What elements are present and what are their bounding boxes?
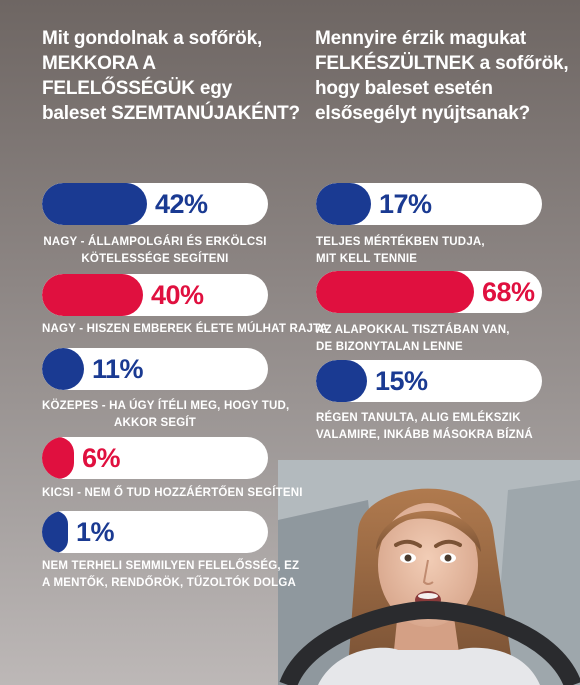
left-bar-fill (42, 511, 68, 553)
left-value-label: 42% (155, 189, 208, 219)
right-title-line: FELKÉSZÜLTNEK a sofőrök, (315, 53, 569, 74)
right-value-label: 17% (379, 189, 432, 219)
left-category-line: NEM TERHELI SEMMILYEN FELELŐSSÉG, EZ (42, 560, 300, 572)
right-title-line: Mennyire érzik magukat (315, 28, 527, 49)
right-category-line: RÉGEN TANULTA, ALIG EMLÉKSZIK (316, 412, 521, 424)
left-category-label: NAGY - HISZEN EMBEREK ÉLETE MÚLHAT RAJTA (42, 321, 328, 338)
left-category-line: KÖZEPES - HA ÚGY ÍTÉLI MEG, HOGY TUD, (42, 400, 290, 412)
right-bar-track: 17% (316, 183, 542, 225)
right-bar-track: 15% (316, 360, 542, 402)
left-title-line: Mit gondolnak a sofőrök, (42, 28, 263, 49)
right-category-line: DE BIZONYTALAN LENNE (316, 341, 463, 353)
left-chart-title: Mit gondolnak a sofőrök, MEKKORA A FELEL… (42, 26, 300, 126)
right-category-label: AZ ALAPOKKAL TISZTÁBAN VAN, DE BIZONYTAL… (316, 322, 510, 356)
left-value-label: 40% (151, 280, 204, 310)
left-category-line: NAGY - HISZEN EMBEREK ÉLETE MÚLHAT RAJTA (42, 323, 328, 335)
right-title-line: elsősegélyt nyújtsanak? (315, 103, 531, 124)
right-value-label: 68% (482, 277, 535, 307)
right-category-label: TELJES MÉRTÉKBEN TUDJA, MIT KELL TENNIE (316, 234, 485, 268)
right-bar-fill (316, 360, 367, 402)
right-category-line: MIT KELL TENNIE (316, 253, 418, 265)
left-value-label: 1% (76, 517, 115, 547)
left-bar-fill (42, 348, 84, 390)
right-category-line: AZ ALAPOKKAL TISZTÁBAN VAN, (316, 324, 510, 336)
right-title-line: hogy baleset esetén (315, 78, 493, 99)
left-value-label: 11% (92, 354, 144, 384)
worried-driver-photo (278, 460, 580, 685)
right-bar-track: 68% (316, 271, 542, 313)
left-bar-fill (42, 183, 147, 225)
left-title-line: MEKKORA A (42, 53, 156, 74)
left-title-line: baleset SZEMTANÚJAKÉNT? (42, 103, 300, 124)
left-category-label: NEM TERHELI SEMMILYEN FELELŐSSÉG, EZ A M… (42, 558, 299, 592)
left-category-line: KÖTELESSÉGE SEGÍTENI (81, 253, 229, 265)
right-value-label: 15% (375, 366, 428, 396)
left-bar-track: 42% (42, 183, 268, 225)
left-bar-fill (42, 274, 143, 316)
left-category-label: KÖZEPES - HA ÚGY ÍTÉLI MEG, HOGY TUD, AK… (42, 398, 290, 432)
right-chart-title: Mennyire érzik magukat FELKÉSZÜLTNEK a s… (315, 26, 569, 126)
left-category-line: A MENTŐK, RENDŐRÖK, TŰZOLTÓK DOLGA (42, 577, 297, 589)
left-category-label: NAGY - ÁLLAMPOLGÁRI ÉS ERKÖLCSI KÖTELESS… (42, 234, 268, 268)
left-bar-track: 40% (42, 274, 268, 316)
left-category-label: KICSI - NEM Ő TUD HOZZÁÉRTŐEN SEGÍTENI (42, 485, 303, 502)
right-bar-fill (316, 271, 474, 313)
left-category-line: AKKOR SEGÍT (113, 417, 197, 429)
left-category-line: KICSI - NEM Ő TUD HOZZÁÉRTŐEN SEGÍTENI (42, 487, 303, 499)
left-bar-track: 6% (42, 437, 268, 479)
left-bar-fill (42, 437, 74, 479)
right-category-label: RÉGEN TANULTA, ALIG EMLÉKSZIK VALAMIRE, … (316, 410, 533, 444)
left-title-line: FELELŐSSÉGÜK egy (42, 78, 233, 99)
left-bar-track: 11% (42, 348, 268, 390)
left-bar-track: 1% (42, 511, 268, 553)
right-category-line: VALAMIRE, INKÁBB MÁSOKRA BÍZNÁ (316, 429, 533, 441)
left-value-label: 6% (82, 443, 121, 473)
left-category-line: NAGY - ÁLLAMPOLGÁRI ÉS ERKÖLCSI (43, 236, 267, 248)
right-category-line: TELJES MÉRTÉKBEN TUDJA, (316, 236, 485, 248)
right-bar-fill (316, 183, 371, 225)
